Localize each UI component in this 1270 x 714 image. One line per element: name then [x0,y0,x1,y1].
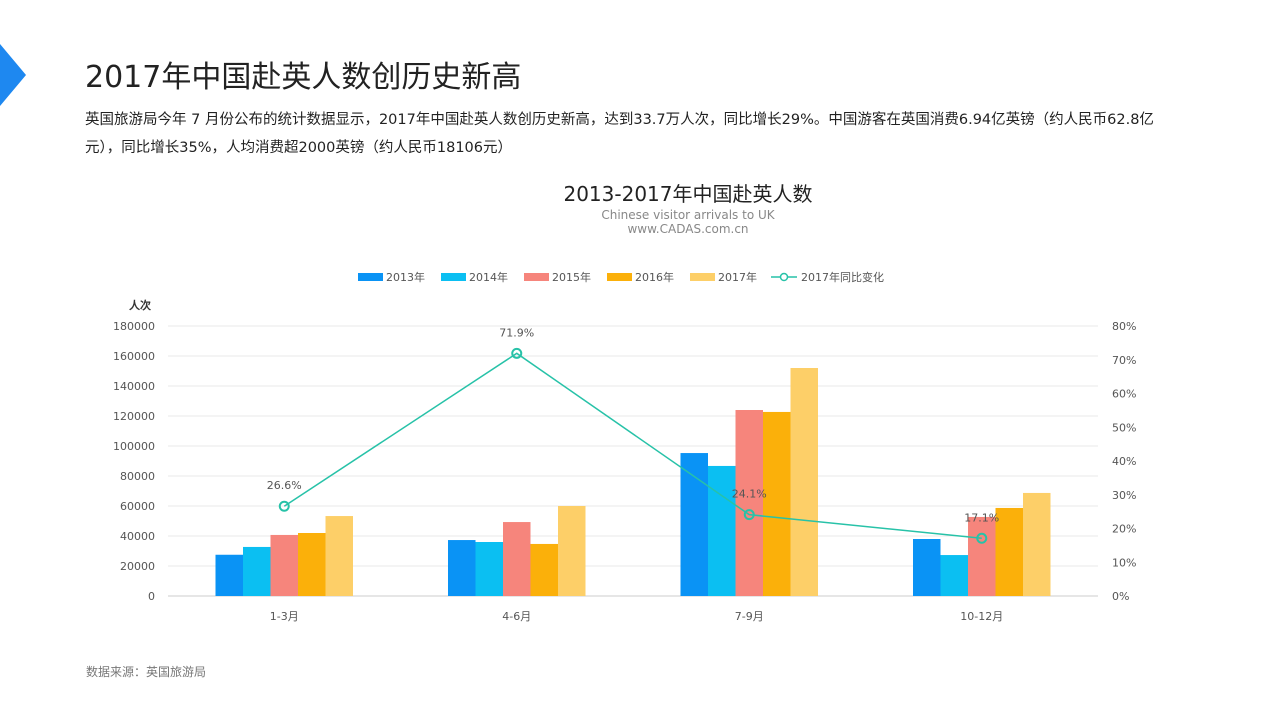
legend-label: 2014年 [469,270,508,284]
chart-title: 2013-2017年中国赴英人数 [563,182,813,206]
legend-swatch [607,273,632,281]
y-tick-label: 140000 [113,380,155,393]
y2-tick-label: 20% [1112,523,1136,536]
y-tick-label: 100000 [113,440,155,453]
bar-2014年 [243,546,271,596]
bar-2017年 [558,506,586,596]
data-label: 24.1% [732,488,767,501]
bar-2013年 [215,554,243,596]
bar-2017年 [1023,492,1051,596]
bar-2017年 [790,368,818,596]
bar-2017年 [325,516,353,596]
x-tick-label: 1-3月 [270,610,299,623]
y-tick-label: 60000 [120,500,155,513]
y-tick-label: 120000 [113,410,155,423]
legend-label: 2017年同比变化 [801,270,884,284]
chart-source-url: www.CADAS.com.cn [627,222,749,236]
y-tick-label: 40000 [120,530,155,543]
data-label: 71.9% [499,326,534,339]
page-title: 2017年中国赴英人数创历史新高 [85,60,522,95]
bar-2013年 [913,539,941,596]
line-point [278,500,290,512]
y2-tick-label: 50% [1112,421,1136,434]
bar-2013年 [448,540,476,596]
legend-label: 2017年 [718,270,757,284]
data-source: 数据来源：英国旅游局 [86,665,207,679]
bar-2014年 [940,555,968,596]
line-series-yoy [283,352,982,540]
chart-subtitle: Chinese visitor arrivals to UK [601,208,775,222]
bar-2014年 [708,465,736,596]
accent-arrow-icon [0,44,26,106]
legend-line-marker [779,272,789,282]
bar-2016年 [995,507,1023,596]
y2-tick-label: 60% [1112,388,1136,401]
y-tick-label: 0 [148,590,155,603]
line-point [511,347,523,359]
legend-label: 2015年 [552,270,591,284]
x-tick-label: 7-9月 [735,610,764,623]
y-tick-label: 180000 [113,320,155,333]
legend-swatch [690,273,715,281]
bar-2016年 [763,411,791,596]
bar-2014年 [475,542,503,596]
bar-2013年 [680,453,708,596]
x-tick-label: 4-6月 [502,610,531,623]
line-point [976,532,988,544]
y2-tick-label: 80% [1112,320,1136,333]
y2-tick-label: 70% [1112,354,1136,367]
y2-tick-label: 0% [1112,590,1129,603]
y2-tick-label: 40% [1112,455,1136,468]
line-point [743,509,755,521]
legend-swatch [441,273,466,281]
bar-2016年 [298,533,326,596]
y2-tick-label: 30% [1112,489,1136,502]
y-tick-label: 80000 [120,470,155,483]
legend-swatch [524,273,549,281]
y-tick-label: 160000 [113,350,155,363]
y-axis-label: 人次 [129,298,151,312]
data-label: 17.1% [964,511,999,524]
bar-2015年 [968,516,996,596]
bar-2015年 [270,534,298,596]
bar-2016年 [530,543,558,596]
bar-2015年 [735,410,763,596]
x-tick-label: 10-12月 [960,610,1003,623]
y-tick-label: 20000 [120,560,155,573]
y2-tick-label: 10% [1112,556,1136,569]
legend-label: 2016年 [635,270,674,284]
data-label: 26.6% [267,479,302,492]
page-description: 英国旅游局今年 7 月份公布的统计数据显示，2017年中国赴英人数创历史新高，达… [85,112,1154,156]
legend-swatch [358,273,383,281]
legend-label: 2013年 [386,270,425,284]
bar-2015年 [503,522,531,596]
